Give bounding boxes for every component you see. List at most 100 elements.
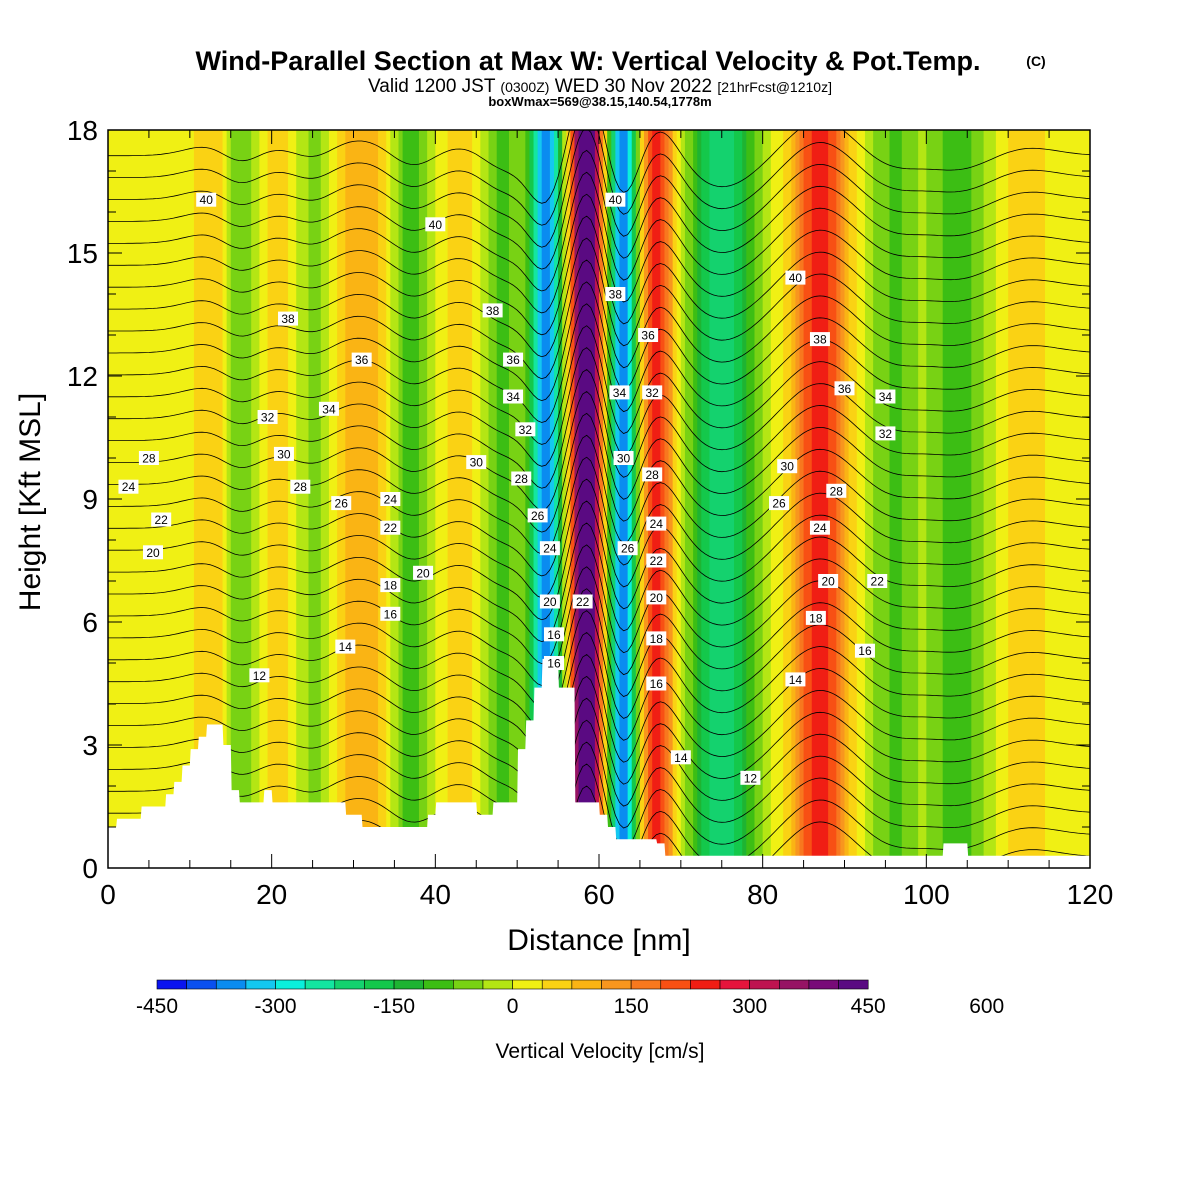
w-column [210, 130, 215, 868]
contour-label-text: 30 [470, 456, 484, 470]
w-column [124, 130, 130, 868]
w-column [369, 130, 375, 868]
theta-contour-line [108, 544, 1090, 665]
contour-label-text: 16 [858, 644, 872, 658]
contour-label: 28 [642, 467, 663, 482]
w-column [623, 130, 629, 868]
colorbar-tick-label: -450 [136, 995, 178, 1018]
contour-label-text: 20 [543, 595, 557, 609]
theta-contour-line [108, 522, 1090, 643]
x-tick-label: 80 [747, 879, 778, 910]
w-column [1049, 130, 1054, 868]
w-column [406, 130, 412, 868]
w-column [885, 130, 891, 868]
colorbar-swatch [186, 979, 217, 990]
w-column [288, 130, 293, 868]
y-axis-label: Height [Kft MSL] [14, 393, 47, 611]
contour-label: 26 [527, 508, 548, 523]
contour-label: 22 [151, 512, 172, 527]
contour-label: 14 [670, 750, 691, 765]
contour-label-text: 28 [515, 472, 529, 486]
w-column [234, 130, 240, 868]
contour-label-text: 26 [621, 542, 635, 556]
w-column [132, 130, 138, 868]
contour-label-text: 40 [429, 218, 443, 232]
w-column [926, 130, 932, 868]
w-column [292, 130, 297, 868]
theta-contour-line [108, 412, 1090, 533]
contour-label: 30 [273, 446, 294, 461]
contour-label: 12 [249, 668, 270, 683]
y-tick-label: 0 [82, 853, 98, 884]
contour-label-text: 36 [355, 353, 369, 367]
contour-label: 36 [503, 352, 524, 367]
w-column [504, 130, 510, 868]
contour-label: 28 [826, 483, 847, 498]
contour-label: 28 [290, 479, 311, 494]
contour-label: 36 [638, 328, 659, 343]
w-column [427, 130, 432, 868]
contour-label: 28 [511, 471, 532, 486]
contour-label-text: 36 [506, 353, 520, 367]
w-column [570, 130, 576, 868]
contour-label-text: 14 [789, 673, 803, 687]
contour-label: 16 [380, 606, 401, 621]
w-column [840, 130, 846, 868]
w-column [717, 130, 723, 868]
w-column [590, 130, 596, 868]
w-column [791, 130, 796, 868]
w-column [255, 130, 260, 868]
contour-label-text: 32 [261, 411, 275, 425]
contour-label-text: 24 [813, 521, 827, 535]
box-wmax-note: boxWmax=569@38.15,140.54,1778m [488, 94, 711, 109]
contour-label-text: 28 [830, 484, 844, 498]
w-column [414, 130, 420, 868]
w-column [721, 130, 727, 868]
contour-label-text: 22 [384, 521, 398, 535]
contour-label-text: 16 [384, 607, 398, 621]
w-column [664, 130, 670, 868]
contour-label-text: 16 [650, 677, 664, 691]
w-column [959, 130, 964, 868]
w-column [537, 130, 543, 868]
w-column [725, 130, 731, 868]
w-column [746, 130, 751, 868]
contour-label: 16 [646, 676, 667, 691]
x-tick-label: 0 [100, 879, 116, 910]
w-column [922, 130, 927, 868]
w-column [144, 130, 150, 868]
contour-label-text: 22 [155, 513, 169, 527]
w-column [198, 130, 203, 868]
colorbar-tick-label: 450 [851, 995, 886, 1018]
contour-label-text: 30 [781, 460, 795, 474]
contour-label-text: 36 [838, 382, 852, 396]
colorbar-swatch [482, 979, 513, 990]
contour-labels: 40 40 40 40 38 38 38 38 36 36 36 36 34 34 34 34 32 32 32 32… [118, 192, 896, 785]
w-column [365, 130, 371, 868]
theta-contour-line [108, 259, 1090, 380]
w-column [169, 130, 175, 868]
w-column [398, 130, 404, 868]
contour-label: 26 [769, 496, 790, 511]
contour-label: 18 [805, 610, 826, 625]
theta-contour-line [108, 588, 1090, 708]
w-column [165, 130, 170, 868]
w-column [1012, 130, 1017, 868]
w-column [214, 130, 220, 868]
w-column [848, 130, 854, 868]
contour-label: 16 [543, 656, 564, 671]
contour-label: 22 [572, 594, 593, 609]
w-column [680, 130, 686, 868]
w-column [202, 130, 207, 868]
w-column [869, 130, 874, 868]
contour-label-text: 24 [543, 542, 557, 556]
contour-label: 22 [867, 574, 888, 589]
w-column [459, 130, 465, 868]
w-column [193, 130, 199, 868]
contour-label-text: 18 [384, 579, 398, 593]
contour-label: 34 [503, 389, 524, 404]
contour-label: 30 [466, 455, 487, 470]
colorbar-swatch [690, 979, 721, 990]
contour-label-text: 20 [416, 566, 430, 580]
